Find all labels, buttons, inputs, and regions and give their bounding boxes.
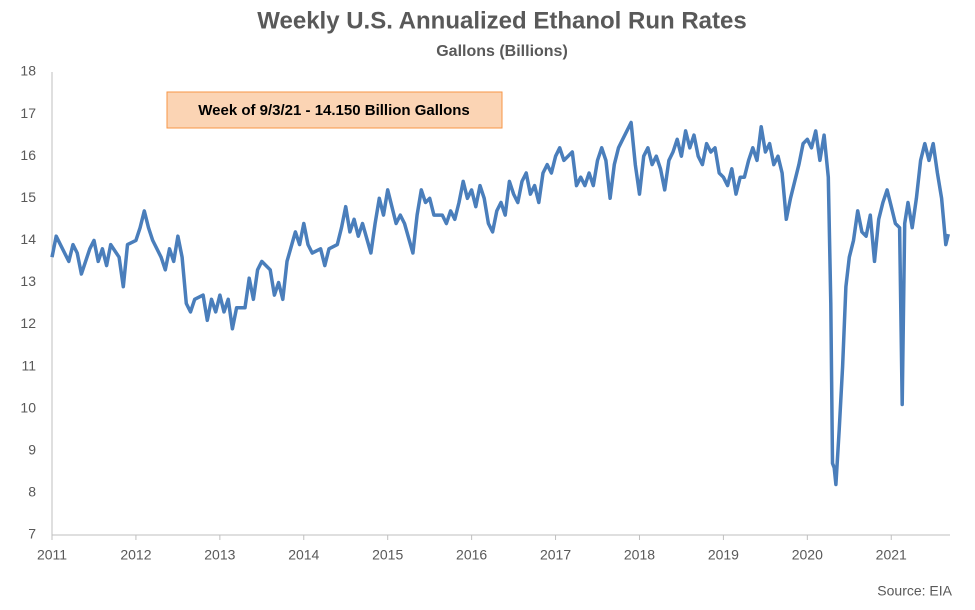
y-tick-label: 9 (28, 442, 36, 458)
y-tick-label: 17 (20, 105, 36, 121)
x-tick-label: 2011 (37, 547, 67, 563)
annotation-box (166, 91, 503, 129)
y-tick-label: 11 (21, 357, 36, 373)
x-tick-label: 2013 (204, 547, 235, 563)
y-tick-label: 18 (20, 63, 36, 79)
x-tick-label: 2012 (120, 547, 151, 563)
x-tick-label: 2019 (708, 547, 739, 563)
y-tick-label: 7 (28, 526, 36, 542)
line (50, 120, 951, 487)
x-tick-label: 2020 (792, 547, 823, 563)
y-tick-label: 15 (20, 189, 36, 205)
x-tick-label: 2017 (540, 547, 571, 563)
chart-title: Weekly U.S. Annualized Ethanol Run Rates (257, 7, 746, 34)
y-tick-label: 14 (20, 231, 36, 247)
x-tick-label: 2014 (288, 547, 319, 563)
annotation: Week of 9/3/21 - 14.150 Billion Gallons (198, 102, 470, 119)
chart-subtitle: Gallons (Billions) (436, 43, 568, 60)
x-tick-label: 2018 (624, 547, 655, 563)
y-tick-label: 13 (20, 273, 36, 289)
y-tick-label: 10 (20, 399, 36, 415)
source: Source: EIA (877, 583, 952, 599)
x-tick-label: 2016 (456, 547, 487, 563)
y-tick-label: 12 (20, 315, 36, 331)
y-tick-label: 8 (28, 484, 36, 500)
y-tick-label: 16 (20, 147, 36, 163)
x-tick-label: 2021 (876, 547, 907, 563)
x-tick-label: 2015 (372, 547, 403, 563)
